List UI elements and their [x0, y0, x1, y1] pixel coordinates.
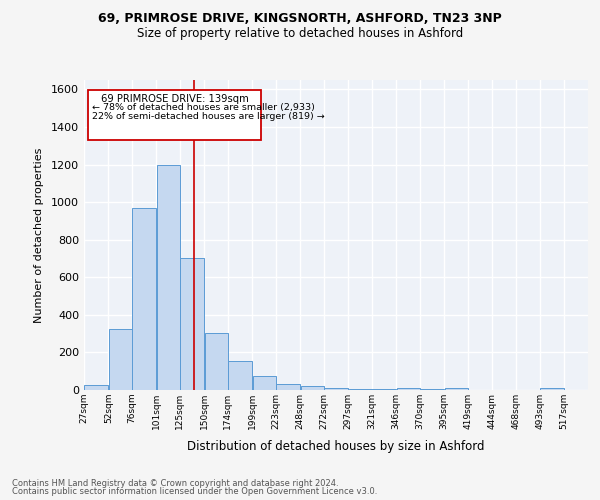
FancyBboxPatch shape [88, 90, 261, 140]
Text: 22% of semi-detached houses are larger (819) →: 22% of semi-detached houses are larger (… [92, 112, 325, 122]
Bar [276, 384, 300, 390]
Bar [372, 389, 396, 390]
Bar [324, 388, 348, 390]
Text: Contains HM Land Registry data © Crown copyright and database right 2024.: Contains HM Land Registry data © Crown c… [12, 478, 338, 488]
Bar [205, 332, 229, 390]
Bar [445, 388, 468, 390]
X-axis label: Distribution of detached houses by size in Ashford: Distribution of detached houses by size … [187, 440, 485, 454]
Bar [253, 376, 277, 390]
Bar [109, 329, 133, 390]
Bar [541, 388, 564, 390]
Bar [349, 389, 373, 390]
Y-axis label: Number of detached properties: Number of detached properties [34, 148, 44, 322]
Text: 69, PRIMROSE DRIVE, KINGSNORTH, ASHFORD, TN23 3NP: 69, PRIMROSE DRIVE, KINGSNORTH, ASHFORD,… [98, 12, 502, 26]
Bar [397, 388, 420, 390]
Bar [157, 164, 181, 390]
Bar [85, 386, 108, 390]
Text: Size of property relative to detached houses in Ashford: Size of property relative to detached ho… [137, 28, 463, 40]
Bar [420, 389, 444, 390]
Bar [301, 386, 325, 390]
Text: 69 PRIMROSE DRIVE: 139sqm: 69 PRIMROSE DRIVE: 139sqm [101, 94, 248, 104]
Bar [228, 361, 252, 390]
Bar [180, 258, 204, 390]
Text: ← 78% of detached houses are smaller (2,933): ← 78% of detached houses are smaller (2,… [92, 103, 315, 112]
Bar [133, 208, 156, 390]
Text: Contains public sector information licensed under the Open Government Licence v3: Contains public sector information licen… [12, 487, 377, 496]
